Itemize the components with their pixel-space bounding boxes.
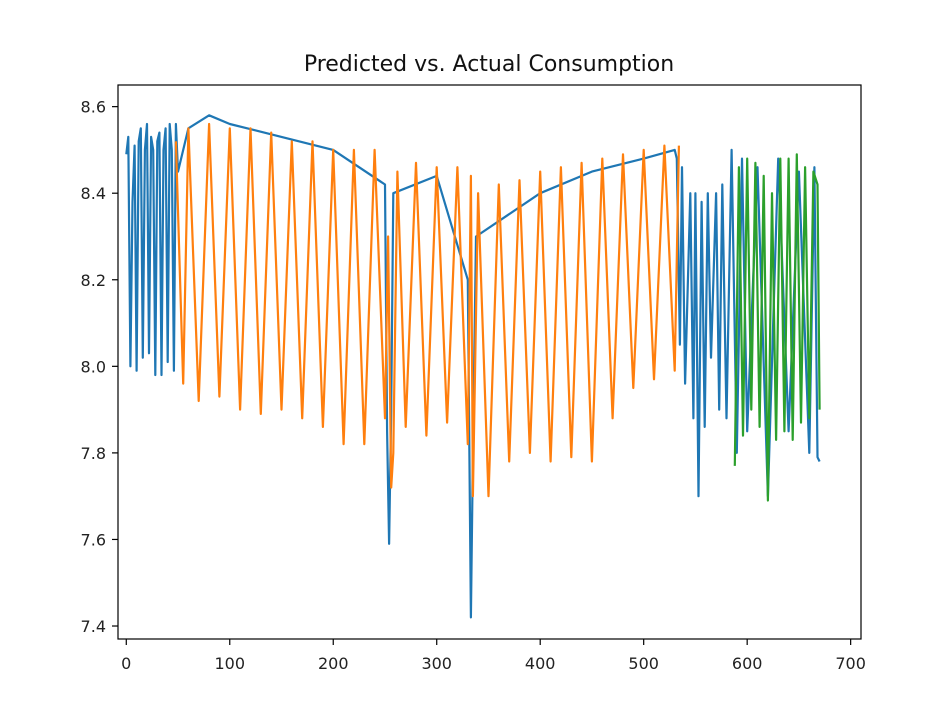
x-tick-label: 600 [732,654,763,673]
y-tick-label: 8.0 [81,357,106,376]
x-tick-label: 400 [525,654,556,673]
y-tick-label: 8.6 [81,98,106,117]
x-tick-label: 200 [318,654,349,673]
x-tick-label: 0 [121,654,131,673]
series-line-2 [733,153,821,502]
y-tick-label: 8.4 [81,184,106,203]
x-tick-label: 700 [835,654,866,673]
y-axis: 7.4 7.6 7.8 8.0 8.2 8.4 8.6 [81,98,118,636]
y-tick-label: 8.2 [81,271,106,290]
series-line-0 [125,114,821,619]
y-tick-label: 7.4 [81,617,106,636]
chart-title: Predicted vs. Actual Consumption [304,52,674,77]
x-axis: 0 100 200 300 400 500 600 700 [121,639,866,673]
y-tick-label: 7.6 [81,530,106,549]
plot-area-frame [117,84,862,640]
x-tick-label: 500 [628,654,659,673]
y-tick-label: 7.8 [81,444,106,463]
series-line-1 [174,122,680,498]
x-tick-label: 100 [214,654,245,673]
series-layer [125,114,821,619]
x-tick-label: 300 [421,654,452,673]
